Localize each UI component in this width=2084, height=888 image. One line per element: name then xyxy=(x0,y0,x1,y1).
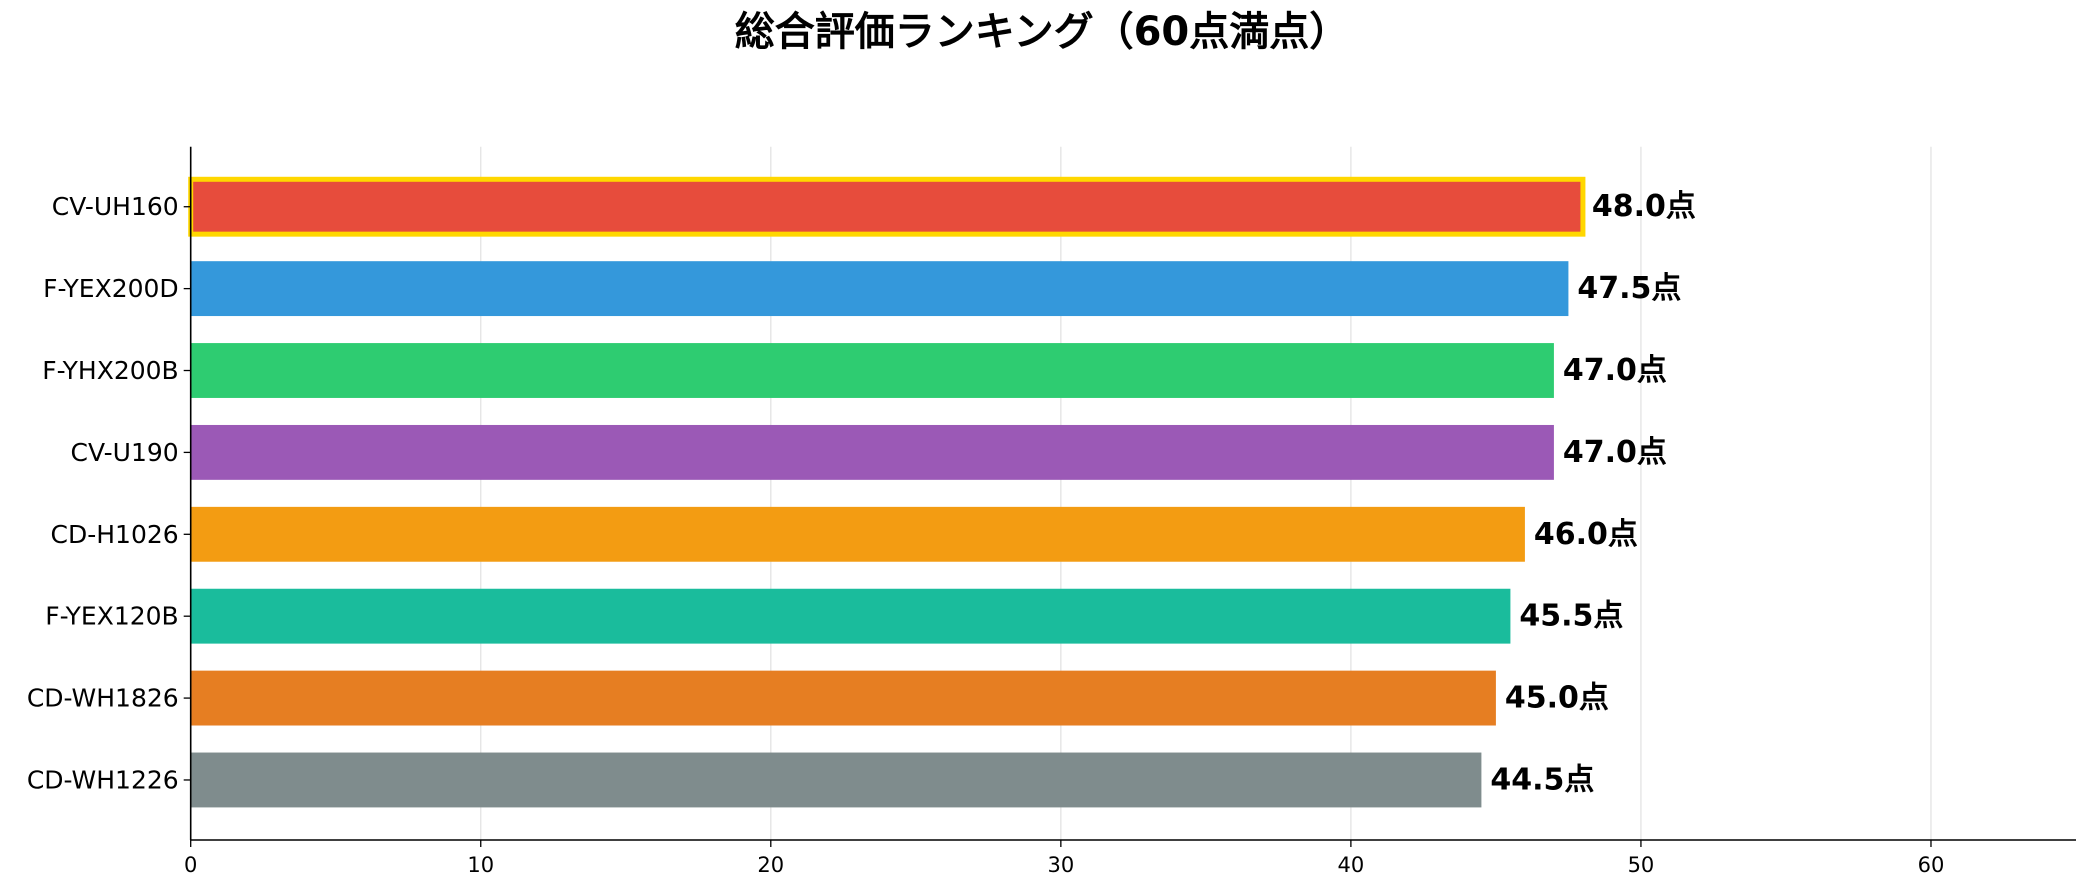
chart-title: 総合評価ランキング（60点満点） xyxy=(734,9,1350,55)
value-label-cv-u190: 47.0点 xyxy=(1563,435,1667,470)
y-tick-label-cd-wh1226: CD-WH1226 xyxy=(27,765,179,794)
x-tick-label-0: 0 xyxy=(184,853,197,877)
y-tick-label-f-yhx200b: F-YHX200B xyxy=(42,356,179,385)
value-label-cd-wh1226: 44.5点 xyxy=(1490,762,1594,797)
x-tick-label-60: 60 xyxy=(1918,853,1945,877)
bar-f-yex120b xyxy=(190,588,1511,644)
bar-cd-h1026 xyxy=(190,506,1525,562)
y-tick-label-cv-uh160: CV-UH160 xyxy=(52,192,179,221)
value-label-cd-wh1826: 45.0点 xyxy=(1505,681,1609,716)
value-label-f-yex200d: 47.5点 xyxy=(1577,271,1681,306)
y-tick-label-cd-h1026: CD-H1026 xyxy=(51,520,179,549)
axes xyxy=(183,146,2076,847)
bar-cd-wh1826 xyxy=(190,670,1496,726)
y-tick-label-f-yex120b: F-YEX120B xyxy=(45,602,179,631)
y-tick-label-cd-wh1826: CD-WH1826 xyxy=(27,684,179,713)
x-tick-label-10: 10 xyxy=(467,853,494,877)
value-label-cv-uh160: 48.0点 xyxy=(1592,189,1696,224)
x-tick-label-50: 50 xyxy=(1628,853,1655,877)
gridlines xyxy=(190,146,1932,840)
bar-cd-wh1226 xyxy=(190,752,1482,808)
labels: 48.0点 CV-UH160 47.5点 F-YEX200D 47.0点 F-YHX200… xyxy=(27,189,1945,877)
value-label-f-yhx200b: 47.0点 xyxy=(1563,353,1667,388)
value-label-f-yex120b: 45.5点 xyxy=(1519,599,1623,634)
x-tick-label-20: 20 xyxy=(757,853,784,877)
bar-cv-uh160 xyxy=(188,176,1586,237)
x-tick-label-30: 30 xyxy=(1047,853,1074,877)
x-tick-label-40: 40 xyxy=(1338,853,1365,877)
y-tick-label-f-yex200d: F-YEX200D xyxy=(43,274,179,303)
y-tick-label-cv-u190: CV-U190 xyxy=(71,438,179,467)
value-label-cd-h1026: 46.0点 xyxy=(1534,517,1638,552)
bar-cv-u190 xyxy=(190,424,1554,480)
bar-f-yex200d xyxy=(190,261,1569,317)
bars xyxy=(188,176,1586,808)
bar-f-yhx200b xyxy=(190,343,1554,398)
